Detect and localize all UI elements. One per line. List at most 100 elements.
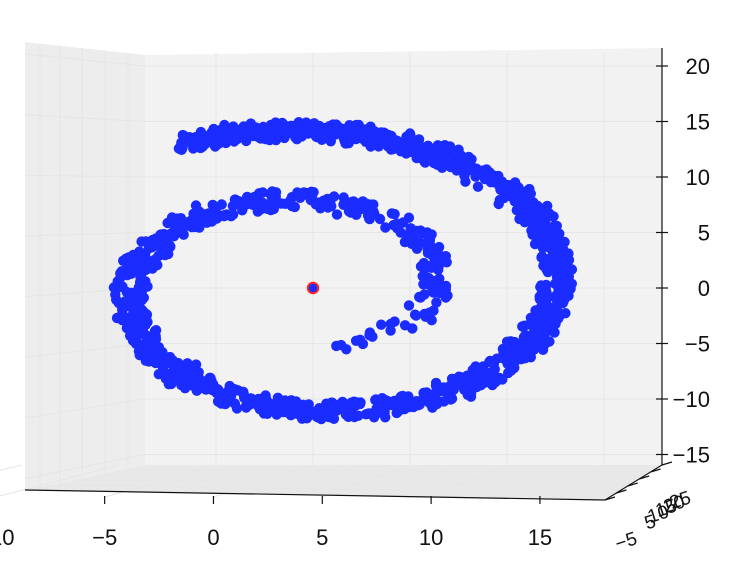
grid-line-z-side	[24, 342, 146, 358]
scatter-point	[470, 167, 481, 178]
scatter-point	[256, 128, 267, 139]
scatter-point	[543, 259, 554, 270]
grid-line-floor-x	[322, 464, 411, 498]
scatter-point	[294, 409, 305, 420]
scatter-point	[147, 330, 159, 341]
scatter-point	[544, 208, 555, 219]
y-tick-mark	[604, 496, 616, 501]
scatter-point	[433, 241, 445, 253]
scatter-point	[340, 138, 351, 149]
scatter-point	[415, 395, 426, 407]
scatter-point	[341, 344, 352, 355]
scatter-point	[312, 131, 323, 143]
scatter-point	[119, 296, 131, 307]
scatter-point	[551, 220, 562, 232]
scatter-point	[125, 268, 137, 279]
scatter-point	[505, 365, 517, 376]
y-tick-mark	[627, 482, 638, 487]
scatter-point	[460, 176, 471, 187]
scatter-point	[139, 308, 151, 319]
scatter-point	[111, 294, 122, 305]
scatter-point	[532, 200, 543, 212]
grid-line-floor-x	[213, 464, 314, 498]
scatter-point	[331, 209, 343, 220]
grid-line-z-side	[24, 174, 146, 178]
scatter-point	[278, 119, 290, 131]
scatter-point	[211, 213, 223, 224]
scatter-point	[195, 130, 207, 141]
scatter-point	[395, 227, 406, 238]
scatter-point	[229, 136, 240, 147]
scatter-point	[413, 134, 425, 145]
scatter-point	[205, 372, 216, 384]
scatter-point	[488, 377, 500, 388]
z-tick-label: 5	[698, 221, 710, 246]
scatter-point	[177, 371, 188, 382]
scatter-point	[437, 156, 449, 167]
scatter-point	[527, 320, 539, 332]
scatter-point	[306, 186, 317, 197]
scatter-point	[524, 183, 535, 195]
scatter-point	[423, 153, 434, 165]
scatter-point	[459, 384, 470, 395]
scatter-point	[549, 312, 560, 324]
scatter-point	[298, 187, 309, 198]
scatter-point	[403, 137, 414, 148]
scatter-point	[238, 125, 250, 137]
scatter-point	[364, 213, 375, 225]
tick-labels: −15−10−5051015−15−10−505101520−551015202…	[0, 54, 710, 555]
scatter-point	[528, 225, 540, 236]
scatter-point	[190, 200, 202, 211]
scatter-point	[158, 228, 170, 240]
scatter-point	[551, 290, 562, 301]
scatter-point	[535, 302, 546, 313]
scatter-point	[404, 229, 415, 241]
scatter-point	[171, 220, 182, 231]
grid-line-floor-x	[0, 464, 23, 471]
scatter-point	[153, 369, 164, 380]
scatter-point	[360, 124, 371, 135]
scatter-point	[519, 344, 531, 356]
grid-line-floor	[120, 469, 651, 473]
scatter-point	[314, 403, 325, 414]
scatter-point	[179, 131, 190, 142]
scatter-point	[118, 255, 129, 266]
scatter-point	[527, 215, 538, 226]
scatter-point	[486, 368, 497, 380]
scatter-point	[346, 196, 358, 208]
scatter-point	[475, 380, 486, 391]
z-tick-label: 10	[686, 165, 710, 190]
scatter-point	[536, 252, 547, 263]
scatter-point	[403, 401, 415, 413]
scatter-point	[275, 198, 287, 209]
grid-line-z-side	[24, 53, 146, 67]
scatter-point	[428, 305, 439, 316]
scatter-point	[361, 198, 372, 209]
scatter-point	[462, 161, 473, 172]
x-tick-label: −5	[92, 525, 117, 550]
scatter-point	[559, 262, 571, 273]
scatter-point	[326, 127, 338, 138]
scatter-point	[426, 229, 437, 240]
scatter-point	[380, 222, 391, 233]
grid-line-floor-x	[430, 464, 508, 498]
scatter-point	[158, 248, 169, 259]
scatter-point	[331, 340, 342, 352]
scatter-point	[509, 342, 521, 354]
x-axis-line	[24, 489, 606, 501]
grid-line-z-side	[24, 398, 146, 419]
scatter-point	[121, 322, 133, 334]
scatter-point	[427, 285, 438, 296]
grid-line-floor-x	[539, 464, 605, 498]
z-tick-label: 15	[686, 110, 710, 135]
scatter-point	[326, 411, 337, 422]
scatter-point	[135, 254, 147, 265]
scatter-point	[179, 221, 191, 232]
scatter-point	[219, 119, 230, 131]
y-tick-mark	[639, 475, 650, 480]
scatter-point	[374, 213, 386, 225]
scatter-point	[265, 201, 276, 212]
scatter-point	[285, 410, 297, 421]
scatter-point	[266, 191, 277, 203]
